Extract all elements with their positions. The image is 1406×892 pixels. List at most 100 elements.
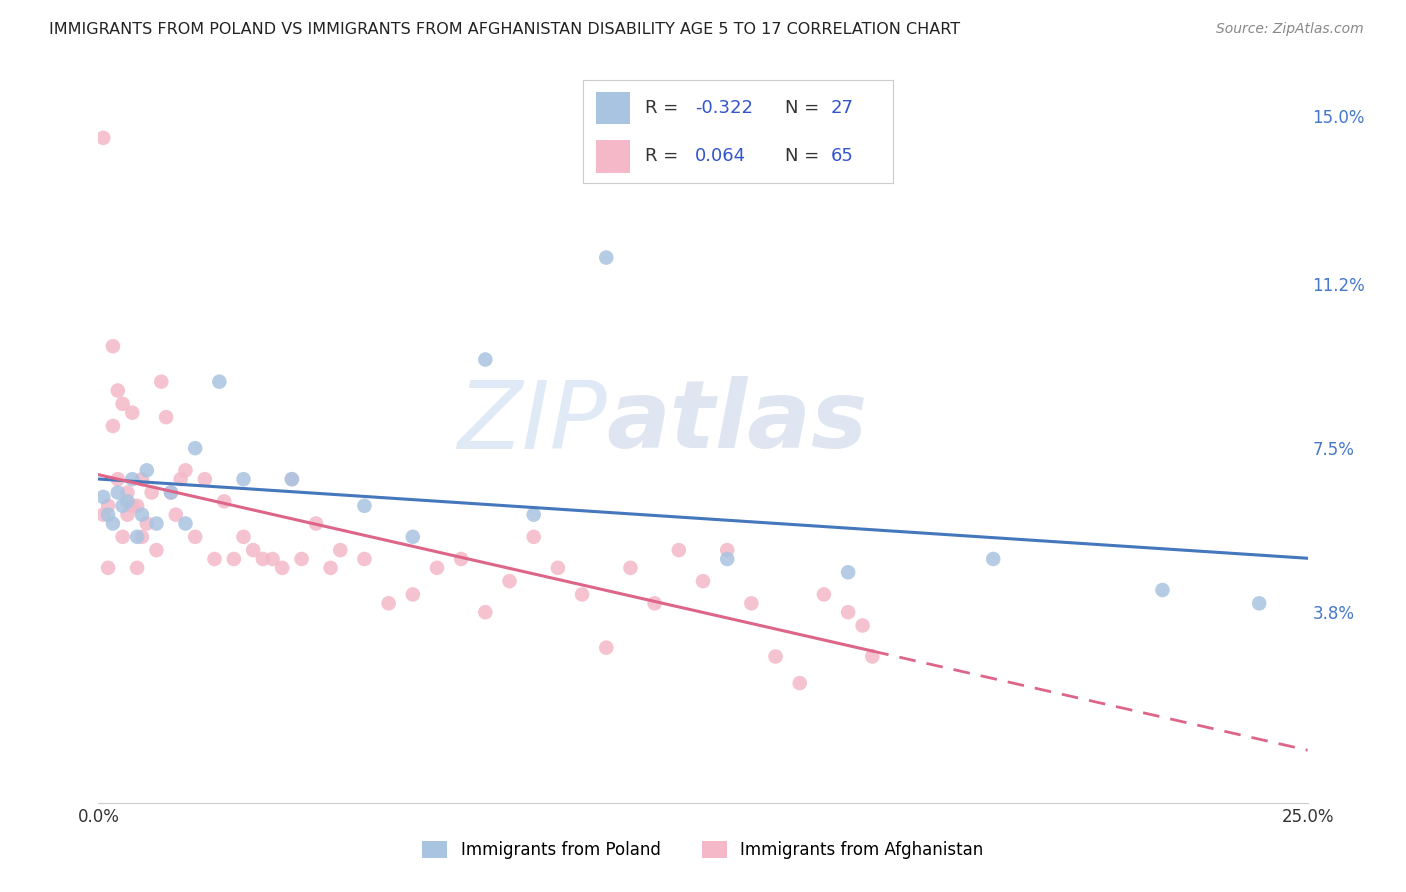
Point: [101, 516, 124, 531]
Text: atlas: atlas: [606, 376, 868, 468]
FancyBboxPatch shape: [596, 140, 630, 173]
Legend: Immigrants from Poland, Immigrants from Afghanistan: Immigrants from Poland, Immigrants from …: [413, 833, 993, 868]
Point: [155, 410, 177, 425]
Point: [107, 485, 129, 500]
Point: [208, 375, 231, 389]
Point: [117, 485, 139, 500]
Point: [169, 472, 191, 486]
Point: [184, 441, 207, 455]
Point: [281, 472, 304, 486]
Text: 27: 27: [831, 99, 853, 117]
Point: [426, 561, 449, 575]
Point: [141, 485, 163, 500]
Text: N =: N =: [785, 147, 824, 165]
Point: [262, 552, 284, 566]
Text: -0.322: -0.322: [695, 99, 752, 117]
Point: [353, 499, 375, 513]
Point: [111, 397, 134, 411]
Point: [204, 552, 226, 566]
Text: R =: R =: [645, 99, 685, 117]
Point: [668, 543, 690, 558]
Point: [1152, 582, 1174, 597]
FancyBboxPatch shape: [596, 92, 630, 124]
Point: [131, 472, 153, 486]
Point: [329, 543, 352, 558]
Point: [232, 472, 254, 486]
Point: [281, 472, 304, 486]
Point: [523, 508, 546, 522]
Point: [837, 566, 859, 580]
Point: [174, 516, 197, 531]
Point: [121, 406, 143, 420]
Point: [619, 561, 641, 575]
Point: [595, 251, 617, 265]
Point: [716, 552, 738, 566]
Point: [101, 339, 124, 353]
Point: [305, 516, 328, 531]
Point: [402, 530, 425, 544]
Point: [194, 472, 217, 486]
Point: [571, 587, 593, 601]
Point: [860, 649, 883, 664]
Point: [165, 508, 187, 522]
Point: [232, 530, 254, 544]
Point: [150, 375, 173, 389]
Point: [353, 552, 375, 566]
Point: [174, 463, 197, 477]
Text: 65: 65: [831, 147, 853, 165]
Point: [252, 552, 274, 566]
Point: [595, 640, 617, 655]
Point: [523, 530, 546, 544]
Point: [107, 384, 129, 398]
Point: [135, 516, 157, 531]
Point: [111, 499, 134, 513]
Point: [547, 561, 569, 575]
Point: [474, 352, 496, 367]
Point: [127, 499, 149, 513]
Point: [127, 530, 149, 544]
Point: [117, 494, 139, 508]
Point: [242, 543, 264, 558]
Point: [160, 485, 183, 500]
Point: [97, 499, 120, 513]
Point: [107, 472, 129, 486]
Point: [121, 472, 143, 486]
Point: [127, 561, 149, 575]
Point: [716, 543, 738, 558]
Point: [271, 561, 294, 575]
Point: [852, 618, 875, 632]
Text: 0.064: 0.064: [695, 147, 747, 165]
Point: [377, 596, 399, 610]
Point: [97, 508, 120, 522]
Point: [450, 552, 472, 566]
Text: N =: N =: [785, 99, 824, 117]
Point: [644, 596, 666, 610]
Point: [740, 596, 762, 610]
Point: [117, 508, 139, 522]
Point: [692, 574, 714, 589]
Text: ZIP: ZIP: [457, 377, 606, 468]
Point: [131, 508, 153, 522]
Point: [101, 419, 124, 434]
Point: [145, 516, 167, 531]
Point: [498, 574, 520, 589]
Point: [290, 552, 312, 566]
Point: [135, 463, 157, 477]
Point: [111, 530, 134, 544]
Point: [813, 587, 835, 601]
Point: [91, 508, 114, 522]
Point: [91, 490, 114, 504]
Point: [402, 587, 425, 601]
Point: [474, 605, 496, 619]
Point: [160, 485, 183, 500]
Point: [222, 552, 245, 566]
Text: Source: ZipAtlas.com: Source: ZipAtlas.com: [1216, 22, 1364, 37]
Point: [319, 561, 342, 575]
Point: [1249, 596, 1271, 610]
Point: [765, 649, 787, 664]
Point: [145, 543, 167, 558]
Point: [837, 605, 859, 619]
Point: [789, 676, 811, 690]
Point: [981, 552, 1004, 566]
Point: [91, 131, 114, 145]
